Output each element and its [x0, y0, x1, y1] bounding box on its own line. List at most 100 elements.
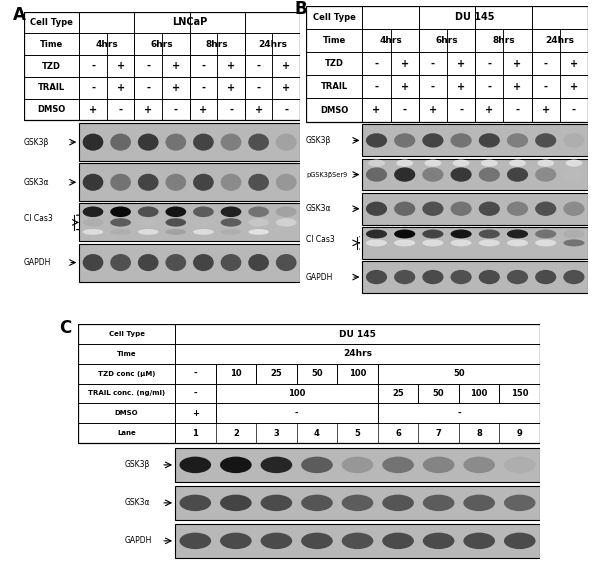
Text: +: + [457, 58, 465, 69]
Text: GSK3α: GSK3α [124, 499, 150, 507]
Ellipse shape [535, 133, 556, 148]
Ellipse shape [382, 533, 414, 549]
Ellipse shape [479, 133, 500, 148]
Ellipse shape [221, 229, 241, 234]
Ellipse shape [563, 167, 584, 182]
Text: -: - [374, 58, 379, 69]
Text: +: + [485, 105, 493, 115]
Text: -: - [91, 83, 95, 93]
Text: DU 145: DU 145 [339, 329, 376, 339]
Text: 4hrs: 4hrs [95, 40, 118, 49]
Ellipse shape [110, 218, 131, 226]
Text: +: + [570, 58, 578, 69]
Text: 5: 5 [355, 428, 361, 438]
Ellipse shape [394, 270, 415, 284]
Ellipse shape [138, 207, 158, 217]
Text: 9: 9 [517, 428, 523, 438]
Ellipse shape [341, 533, 373, 549]
Ellipse shape [479, 229, 500, 239]
Ellipse shape [504, 533, 536, 549]
Text: -: - [431, 82, 435, 92]
Ellipse shape [166, 174, 186, 191]
Text: 3: 3 [274, 428, 279, 438]
Ellipse shape [424, 160, 442, 167]
Ellipse shape [366, 167, 387, 182]
Ellipse shape [193, 207, 214, 217]
Text: -: - [544, 82, 548, 92]
Text: -: - [284, 105, 288, 115]
Ellipse shape [509, 160, 526, 167]
Ellipse shape [276, 207, 296, 217]
Text: +: + [172, 61, 180, 71]
Ellipse shape [179, 533, 211, 549]
Text: 24hrs: 24hrs [545, 36, 574, 45]
Text: GAPDH: GAPDH [24, 258, 52, 267]
Ellipse shape [479, 270, 500, 284]
Text: +: + [457, 82, 465, 92]
Text: GSK3β: GSK3β [306, 136, 331, 145]
Ellipse shape [507, 239, 528, 247]
Text: -: - [403, 105, 407, 115]
Ellipse shape [83, 254, 103, 271]
Bar [362, 227, 588, 259]
Ellipse shape [260, 494, 292, 511]
Ellipse shape [451, 167, 472, 182]
Ellipse shape [507, 229, 528, 239]
Text: DU 145: DU 145 [455, 12, 495, 23]
Ellipse shape [166, 254, 186, 271]
Ellipse shape [481, 160, 498, 167]
Ellipse shape [341, 494, 373, 511]
Ellipse shape [451, 239, 472, 247]
Ellipse shape [248, 207, 269, 217]
Ellipse shape [260, 457, 292, 473]
Ellipse shape [166, 207, 186, 217]
Text: +: + [192, 409, 199, 418]
Ellipse shape [507, 270, 528, 284]
Bar [306, 6, 588, 122]
Ellipse shape [535, 239, 556, 247]
Text: Cell Type: Cell Type [30, 18, 73, 27]
Ellipse shape [166, 134, 186, 151]
Ellipse shape [193, 218, 214, 226]
Ellipse shape [423, 533, 454, 549]
Ellipse shape [451, 229, 472, 239]
Ellipse shape [535, 201, 556, 216]
Text: 100: 100 [470, 389, 488, 398]
Text: +: + [144, 105, 152, 115]
Ellipse shape [368, 160, 385, 167]
Ellipse shape [422, 270, 443, 284]
Ellipse shape [138, 218, 158, 226]
Bar [362, 159, 588, 190]
Ellipse shape [537, 160, 554, 167]
Ellipse shape [422, 229, 443, 239]
Text: 6hrs: 6hrs [436, 36, 458, 45]
Text: +: + [116, 61, 125, 71]
Ellipse shape [276, 134, 296, 151]
Text: GSK3β: GSK3β [24, 138, 49, 146]
Ellipse shape [504, 457, 536, 473]
Text: +: + [514, 82, 521, 92]
Ellipse shape [535, 167, 556, 182]
Text: 50: 50 [433, 389, 445, 398]
Ellipse shape [535, 270, 556, 284]
Ellipse shape [451, 201, 472, 216]
Text: -: - [174, 105, 178, 115]
Text: 2: 2 [233, 428, 239, 438]
Ellipse shape [83, 174, 103, 191]
Text: 6hrs: 6hrs [151, 40, 173, 49]
Text: Cell Type: Cell Type [109, 331, 145, 337]
Ellipse shape [110, 207, 131, 217]
Text: -: - [146, 61, 150, 71]
Ellipse shape [220, 494, 251, 511]
Text: -: - [457, 409, 461, 418]
Ellipse shape [366, 133, 387, 148]
Text: Time: Time [40, 40, 63, 49]
Ellipse shape [221, 207, 241, 217]
Text: LNCaP: LNCaP [172, 17, 207, 27]
Ellipse shape [83, 207, 103, 217]
Text: +: + [401, 82, 409, 92]
Text: TRAIL: TRAIL [38, 83, 65, 92]
Text: TRAIL: TRAIL [320, 82, 348, 91]
Ellipse shape [193, 254, 214, 271]
Text: Lane: Lane [117, 430, 136, 436]
